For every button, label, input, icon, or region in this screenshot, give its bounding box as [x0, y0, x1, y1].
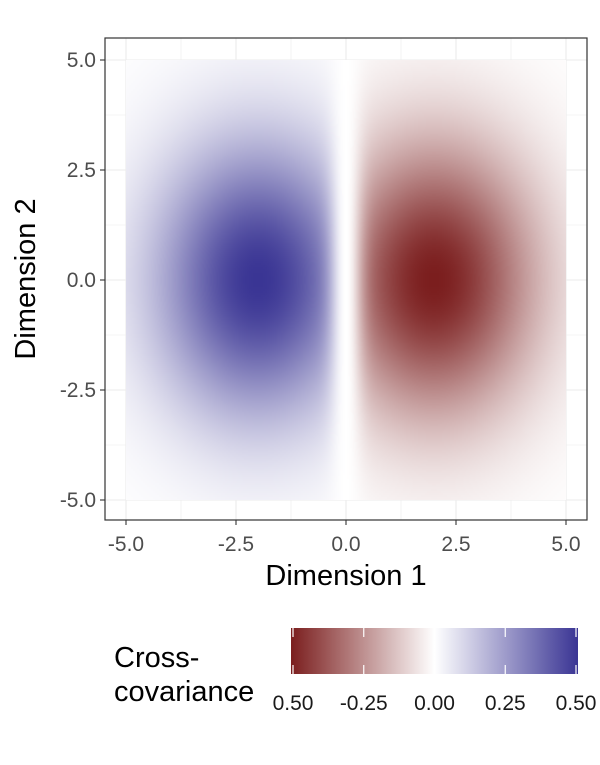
legend-tick-label: 0.00	[414, 692, 455, 715]
heatmap-raster	[126, 60, 566, 500]
y-tick-label: 0.0	[67, 269, 96, 292]
y-tick-label: -2.5	[60, 379, 96, 402]
legend-tick-label: 0.25	[485, 692, 526, 715]
y-axis-title: Dimension 2	[10, 198, 42, 359]
legend-tick-label: -0.25	[340, 692, 388, 715]
y-tick-label: 2.5	[67, 159, 96, 182]
legend-title-line-1: Cross-	[114, 642, 199, 674]
axes: -5.0 -2.5 0.0 2.5 5.0 5.0 2.5 0.0 -2.5 -5.0 Dimens…	[10, 49, 581, 592]
x-tick-label: -5.0	[108, 533, 144, 556]
x-tick-label: 2.5	[441, 533, 470, 556]
legend: Cross-covariance 0.50 -0.25 0.00 0.25 0.50	[114, 628, 596, 715]
plot-panel	[104, 37, 588, 521]
legend-tick-label: 0.50	[273, 692, 314, 715]
x-tick-label: 0.0	[331, 533, 360, 556]
legend-tick-label: 0.50	[556, 692, 597, 715]
y-tick-label: -5.0	[60, 489, 96, 512]
x-tick-label: 5.0	[551, 533, 580, 556]
x-tick-label: -2.5	[218, 533, 254, 556]
x-axis-title: Dimension 1	[265, 560, 426, 592]
legend-title-line-2: covariance	[114, 676, 254, 708]
y-tick-label: 5.0	[67, 49, 96, 72]
